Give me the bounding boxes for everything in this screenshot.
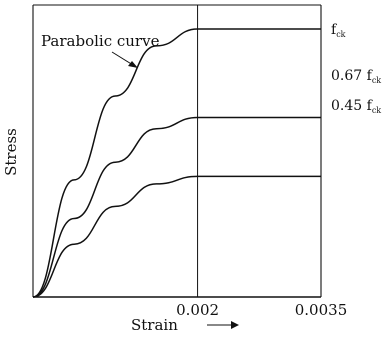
series-layer bbox=[32, 28, 321, 298]
series-label-sub-2: ck bbox=[372, 76, 381, 85]
series-label-3: 0.45 fck bbox=[331, 98, 381, 115]
series-label-sub-3: ck bbox=[372, 106, 381, 115]
x-tick-layer: 0.002 0.0035 bbox=[176, 301, 347, 319]
series-curve-1 bbox=[32, 28, 321, 298]
series-curve-2 bbox=[32, 116, 321, 298]
series-label-2: 0.67 fck bbox=[331, 68, 381, 85]
series-label-main-3: 0.45 f bbox=[331, 98, 374, 114]
parabolic-curve-annotation: Parabolic curve bbox=[41, 32, 160, 50]
annotation-arrowhead bbox=[128, 61, 138, 68]
x-tick-label-1: 0.002 bbox=[176, 301, 219, 319]
series-label-main-1: f bbox=[331, 22, 338, 38]
annotation-arrow-line bbox=[111, 51, 134, 66]
series-label-1: fck bbox=[331, 22, 346, 39]
series-label-sub-1: ck bbox=[336, 30, 345, 39]
x-tick-label-2: 0.0035 bbox=[295, 301, 348, 319]
x-axis-label: Strain bbox=[131, 316, 178, 334]
series-label-main-2: 0.67 f bbox=[331, 68, 374, 84]
x-axis-label-arrowhead bbox=[231, 321, 239, 329]
series-curve-3 bbox=[32, 175, 321, 298]
y-axis-label: Stress bbox=[2, 128, 20, 176]
